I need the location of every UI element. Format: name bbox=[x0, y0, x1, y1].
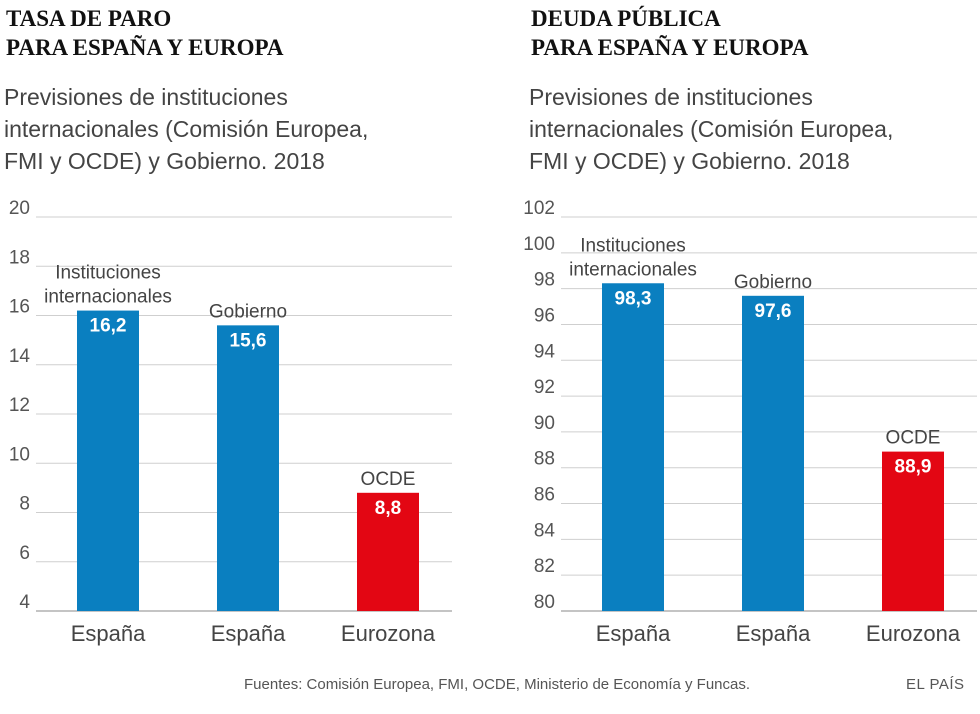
y-tick-label: 12 bbox=[9, 395, 30, 416]
bar-value-label: 16,2 bbox=[90, 316, 127, 337]
unemployment-chart-subtitle: Previsiones de instituciones internacion… bbox=[4, 81, 454, 177]
y-tick-label: 16 bbox=[9, 297, 30, 318]
y-tick-label: 20 bbox=[9, 198, 30, 219]
title-line: TASA DE PARO bbox=[6, 6, 172, 31]
bar-value-label: 8,8 bbox=[375, 498, 401, 519]
unemployment-chart-panel: TASA DE PARO PARA ESPAÑA Y EUROPA Previs… bbox=[0, 0, 460, 660]
bar-annotation: OCDE bbox=[886, 428, 941, 449]
y-tick-label: 94 bbox=[534, 341, 556, 362]
bar bbox=[742, 295, 804, 611]
x-category-label: España bbox=[736, 621, 811, 646]
y-tick-label: 8 bbox=[19, 494, 30, 515]
bar bbox=[602, 283, 664, 611]
y-tick-label: 86 bbox=[534, 485, 555, 506]
bar-annotation: Instituciones bbox=[55, 263, 161, 284]
y-tick-label: 80 bbox=[534, 592, 555, 613]
subtitle-line: Previsiones de instituciones bbox=[4, 84, 288, 110]
subtitle-line: FMI y OCDE) y Gobierno. 2018 bbox=[529, 148, 850, 174]
public-debt-chart-panel: DEUDA PÚBLICA PARA ESPAÑA Y EUROPA Previ… bbox=[523, 0, 980, 660]
y-tick-label: 18 bbox=[9, 247, 30, 268]
x-category-label: Eurozona bbox=[341, 621, 436, 646]
public-debt-bar-chart: 80 82 84 86 88 90 92 94 96 98 100 102 98,3 Institucio… bbox=[523, 198, 977, 646]
y-tick-label: 92 bbox=[534, 377, 555, 398]
bar-annotation: OCDE bbox=[361, 469, 416, 490]
bar-annotation: internacionales bbox=[44, 287, 172, 308]
public-debt-chart-subtitle: Previsiones de instituciones internacion… bbox=[529, 81, 979, 177]
y-tick-label: 100 bbox=[523, 234, 555, 255]
bar-annotation: internacionales bbox=[569, 259, 697, 280]
bar-annotation: Instituciones bbox=[580, 235, 686, 256]
y-tick-label: 88 bbox=[534, 449, 555, 470]
title-line: PARA ESPAÑA Y EUROPA bbox=[531, 35, 809, 60]
bar bbox=[77, 310, 139, 611]
y-tick-label: 98 bbox=[534, 270, 555, 291]
bar-value-label: 98,3 bbox=[615, 288, 652, 309]
x-category-label: España bbox=[71, 621, 146, 646]
title-line: DEUDA PÚBLICA bbox=[531, 6, 721, 31]
unemployment-bar-chart: 4 6 8 10 12 14 16 18 20 16,2 Instituciones internac… bbox=[9, 198, 452, 646]
source-note: Fuentes: Comisión Europea, FMI, OCDE, Mi… bbox=[244, 676, 751, 693]
subtitle-line: Previsiones de instituciones bbox=[529, 84, 813, 110]
bar-value-label: 97,6 bbox=[755, 301, 792, 322]
subtitle-line: internacionales (Comisión Europea, bbox=[4, 116, 369, 142]
bar bbox=[357, 492, 419, 611]
y-tick-label: 14 bbox=[9, 346, 31, 367]
x-category-label: España bbox=[596, 621, 671, 646]
y-tick-label: 96 bbox=[534, 305, 555, 326]
y-tick-label: 102 bbox=[523, 198, 555, 219]
x-category-label: España bbox=[211, 621, 286, 646]
bar-value-label: 15,6 bbox=[230, 330, 267, 351]
bar-annotation: Gobierno bbox=[734, 272, 812, 293]
y-tick-label: 6 bbox=[19, 543, 30, 564]
y-tick-label: 4 bbox=[19, 592, 30, 613]
title-line: PARA ESPAÑA Y EUROPA bbox=[6, 35, 284, 60]
bar-annotation: Gobierno bbox=[209, 301, 287, 322]
unemployment-chart-title: TASA DE PARO PARA ESPAÑA Y EUROPA bbox=[6, 4, 284, 62]
bar bbox=[882, 451, 944, 611]
x-category-label: Eurozona bbox=[866, 621, 961, 646]
y-tick-label: 10 bbox=[9, 444, 30, 465]
subtitle-line: internacionales (Comisión Europea, bbox=[529, 116, 894, 142]
brand-credit: EL PAÍS bbox=[906, 676, 965, 693]
subtitle-line: FMI y OCDE) y Gobierno. 2018 bbox=[4, 148, 325, 174]
y-tick-label: 90 bbox=[534, 413, 555, 434]
bar bbox=[217, 325, 279, 611]
bar-value-label: 88,9 bbox=[895, 457, 932, 478]
y-tick-label: 84 bbox=[534, 520, 556, 541]
public-debt-chart-title: DEUDA PÚBLICA PARA ESPAÑA Y EUROPA bbox=[531, 4, 809, 62]
y-tick-label: 82 bbox=[534, 556, 555, 577]
